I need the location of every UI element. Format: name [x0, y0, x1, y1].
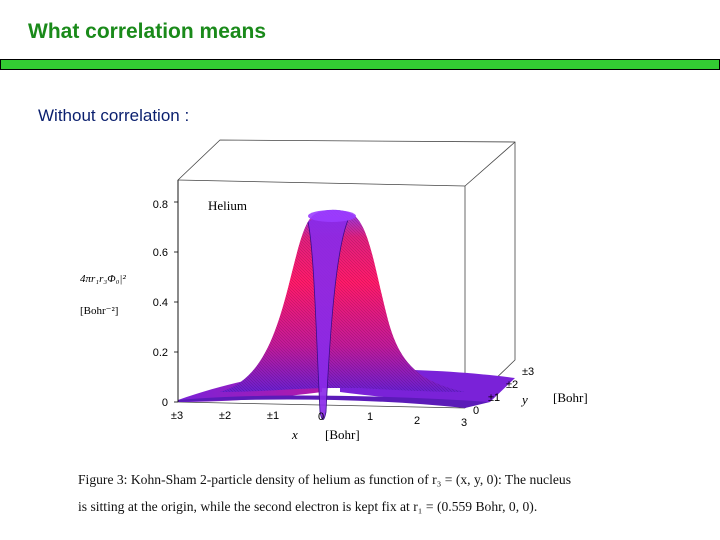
surface-plot-svg: 0 0.2 0.4 0.6 0.8 ±3 ±2 ±1 0 1 2 3 0 ±1 …: [80, 139, 588, 442]
z-tick-label: 0.6: [153, 247, 168, 259]
z-tick-label: 0.4: [153, 297, 168, 309]
z-axis: [174, 180, 179, 403]
z-tick-label: 0.8: [153, 199, 168, 211]
slide-title: What correlation means: [28, 20, 267, 43]
figure-caption: Figure 3: Kohn-Sham 2-particle density o…: [78, 466, 658, 520]
x-axis-label: x: [291, 427, 298, 442]
surface-plot: 0 0.2 0.4 0.6 0.8 ±3 ±2 ±1 0 1 2 3 0 ±1 …: [70, 130, 670, 450]
surface-peak-cap: [308, 210, 356, 222]
z-tick-label: 0.2: [153, 347, 168, 359]
x-tick-label: 2: [414, 415, 420, 427]
x-tick-label: ±1: [267, 410, 279, 422]
y-tick-label: 0: [473, 405, 479, 417]
surface-nucleus-dip: [308, 215, 348, 420]
x-tick-label: 1: [367, 411, 373, 423]
caption-line: Figure 3: Kohn-Sham 2-particle density o…: [78, 472, 571, 487]
x-axis-unit: [Bohr]: [325, 427, 360, 442]
x-tick-label: 0: [318, 411, 324, 423]
caption-line: is sitting at the origin, while the seco…: [78, 499, 538, 514]
y-axis-label: y: [520, 392, 528, 407]
x-tick-label: 3: [461, 417, 467, 429]
z-axis-unit: [Bohr⁻²]: [80, 305, 118, 317]
y-axis-unit: [Bohr]: [553, 390, 588, 405]
y-tick-label: ±1: [488, 392, 500, 404]
x-tick-label: ±3: [171, 410, 183, 422]
title-divider-bar: [0, 59, 720, 70]
panel-label: Helium: [208, 198, 247, 213]
x-tick-label: ±2: [219, 410, 231, 422]
subheading: Without correlation :: [38, 106, 190, 125]
z-axis-label: 4πr₁r₃Φ₀|²: [80, 273, 126, 285]
y-tick-label: ±3: [522, 366, 534, 378]
surface-base-front: [178, 395, 490, 408]
z-tick-label: 0: [162, 397, 168, 409]
y-tick-label: ±2: [506, 379, 518, 391]
